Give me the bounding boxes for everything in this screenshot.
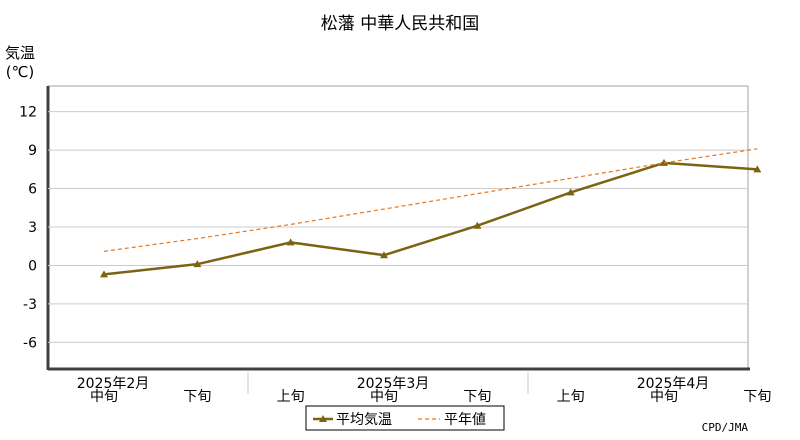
legend-box [305, 405, 505, 431]
legend-label-avg: 平均気温 [336, 412, 392, 428]
legend-marker-avg [319, 415, 327, 422]
x-tick-label: 上旬 [277, 389, 305, 405]
y-tick-label: -6 [23, 335, 37, 351]
y-tick-labels: 12 9 6 3 0 -3 -6 [19, 105, 37, 352]
y-tick-label: 0 [28, 258, 37, 274]
month-label: 2025年2月 [77, 376, 150, 392]
legend: 平均気温 平年値 [305, 405, 505, 431]
data-point-marker [286, 238, 295, 246]
y-tick-label: 12 [19, 105, 37, 121]
month-label: 2025年4月 [637, 376, 710, 392]
data-point-marker [753, 165, 762, 173]
x-tick-label: 中旬 [90, 389, 118, 405]
series-line-normal [103, 148, 758, 252]
x-tick-label: 上旬 [557, 389, 585, 405]
y-axis-label-line1: 気温 [5, 44, 35, 62]
chart-title: 松藩 中華人民共和国 [321, 14, 479, 34]
data-point-marker [473, 221, 482, 229]
month-label: 2025年3月 [357, 376, 430, 392]
series-line-average [103, 161, 758, 276]
series-layer [100, 148, 762, 278]
x-tick-labels: 中旬 下旬 上旬 中旬 下旬 上旬 中旬 下旬 2025年2月 2025年3月 2025年4月 [77, 376, 772, 405]
data-point-marker [566, 188, 575, 196]
grid-lines [48, 111, 748, 394]
y-axis-label-line2: (℃) [6, 63, 35, 81]
legend-label-normal: 平年値 [444, 412, 486, 428]
x-tick-label: 中旬 [370, 389, 398, 405]
x-tick-label: 下旬 [463, 389, 491, 405]
x-tick-label: 中旬 [650, 389, 678, 405]
y-tick-label: 9 [28, 143, 37, 159]
y-tick-label: -3 [23, 297, 37, 313]
x-tick-label: 下旬 [743, 389, 771, 405]
x-tick-label: 下旬 [183, 389, 211, 405]
credit-label: CPD/JMA [702, 421, 749, 434]
data-point-marker [100, 270, 108, 278]
y-tick-label: 6 [28, 182, 37, 198]
data-point-marker [380, 251, 388, 259]
data-point-marker [193, 260, 202, 268]
y-tick-label: 3 [28, 220, 37, 236]
